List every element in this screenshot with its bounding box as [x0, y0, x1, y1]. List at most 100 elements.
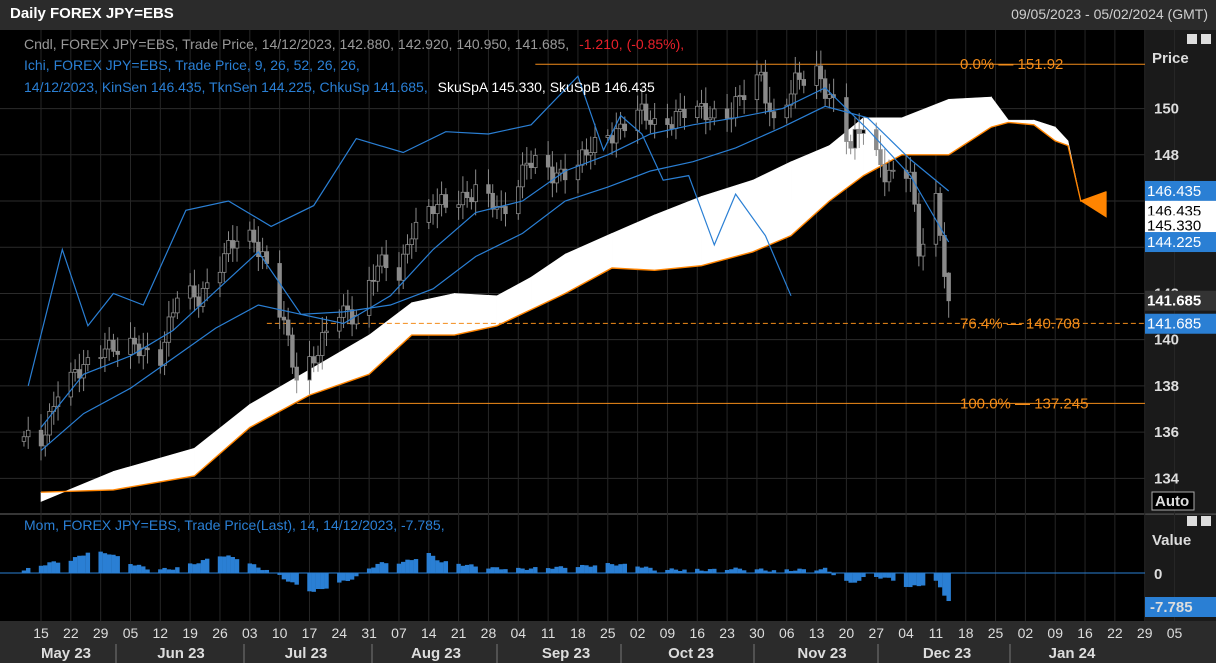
- candle-body: [946, 272, 951, 302]
- candle-body: [222, 253, 227, 273]
- price-close-icon[interactable]: [1201, 34, 1211, 44]
- candle-body: [516, 186, 521, 215]
- candle-body: [874, 129, 879, 151]
- fibonacci-levels[interactable]: 0.0% — 151.92 76.4% — 140.708 100.0% — 137…: [266, 56, 1145, 412]
- candle-body: [337, 316, 342, 332]
- price-axis[interactable]: 134136138140142144146148150146.435146.43…: [1145, 101, 1216, 488]
- candle-body: [695, 105, 700, 119]
- momentum-bar: [763, 570, 768, 573]
- momentum-bar: [315, 573, 321, 590]
- candle-body: [920, 243, 926, 257]
- month-tick-label: Aug 23: [411, 645, 461, 662]
- candle-body: [72, 369, 78, 373]
- candle-body: [162, 341, 167, 366]
- candle-legend-change: -1.210, (-0.85%),: [579, 36, 684, 52]
- momentum-bar: [652, 570, 657, 573]
- price-tag-bg: [1145, 215, 1216, 236]
- candle-body: [801, 79, 806, 86]
- date-axis[interactable]: 15 22 29 05 12 19 26 03 10 17 24 31 07 14 21 28 04 11 18 25…: [33, 625, 1183, 663]
- candle-body: [797, 72, 802, 80]
- day-tick-label: 06: [779, 625, 795, 641]
- day-tick-label: 23: [719, 625, 735, 641]
- candle-body: [226, 240, 231, 255]
- candle-body: [324, 330, 329, 334]
- candle-legend: Cndl, FOREX JPY=EBS, Trade Price, 14/12/…: [24, 36, 684, 52]
- momentum-bar: [754, 569, 760, 573]
- month-tick-label: Jan 24: [1049, 645, 1096, 662]
- candle-body: [856, 128, 862, 134]
- fib-level-label: 100.0% — 137.245: [960, 395, 1088, 412]
- candle-body: [588, 152, 593, 156]
- momentum-bar: [784, 569, 789, 573]
- momentum-bar: [294, 573, 299, 585]
- candle-body: [699, 103, 704, 107]
- momentum-bar: [460, 565, 466, 573]
- momentum-bar: [260, 570, 265, 573]
- momentum-bar: [528, 568, 534, 573]
- mom-restore-icon[interactable]: [1187, 516, 1197, 526]
- day-tick-label: 28: [481, 625, 497, 641]
- candle-body: [375, 265, 380, 282]
- candle-body: [844, 97, 849, 142]
- momentum-bar: [712, 568, 717, 573]
- candle-body: [401, 253, 406, 281]
- momentum-bar: [26, 567, 31, 573]
- candle-body: [712, 108, 717, 119]
- candle-body: [673, 111, 679, 129]
- momentum-bar: [533, 567, 538, 573]
- momentum-bar: [158, 569, 163, 573]
- momentum-bar: [844, 573, 849, 581]
- momentum-bar: [439, 562, 444, 573]
- momentum-bar: [520, 568, 525, 573]
- momentum-bar: [324, 573, 329, 589]
- candle-body: [439, 194, 444, 206]
- candle-body: [562, 168, 568, 181]
- day-tick-label: 22: [63, 625, 79, 641]
- price-panel-buttons: [1187, 34, 1211, 526]
- candle-body: [460, 191, 466, 206]
- price-tag-label: 145.330: [1147, 217, 1201, 234]
- auto-scale-button[interactable]: Auto: [1155, 493, 1189, 510]
- candle-body: [106, 339, 112, 350]
- momentum-bar: [562, 567, 568, 573]
- day-tick-label: 09: [660, 625, 676, 641]
- momentum-bar: [162, 567, 167, 573]
- candle-body: [707, 117, 713, 121]
- candle-body: [430, 206, 436, 215]
- day-tick-label: 25: [600, 625, 616, 641]
- candle-body: [533, 155, 538, 169]
- candle-body: [614, 128, 619, 144]
- price-tick-label: 134: [1154, 470, 1180, 487]
- momentum-bar: [102, 553, 108, 573]
- price-restore-icon[interactable]: [1187, 34, 1197, 44]
- momentum-bar: [635, 566, 640, 573]
- momentum-bar: [256, 567, 261, 573]
- candle-body: [396, 267, 402, 281]
- momentum-bar: [588, 566, 593, 573]
- candle-body: [886, 169, 892, 183]
- momentum-bar: [494, 567, 500, 573]
- momentum-bar: [200, 560, 206, 573]
- momentum-bar: [409, 560, 414, 573]
- candle-body: [47, 410, 52, 436]
- candle-body: [251, 229, 257, 243]
- chart-title: Daily FOREX JPY=EBS: [10, 5, 174, 22]
- price-chart[interactable]: 0.0% — 151.92 76.4% — 140.708 100.0% — 137…: [0, 30, 1216, 663]
- momentum-bar: [822, 567, 828, 573]
- mom-close-icon[interactable]: [1201, 516, 1211, 526]
- senkou-span-b-line: [40, 121, 1107, 493]
- ichimoku-legend-line2: 14/12/2023, KinSen 146.435, TknSen 144.2…: [24, 79, 655, 95]
- momentum-bar: [47, 562, 52, 573]
- momentum-bar: [264, 569, 270, 573]
- candle-body: [315, 355, 321, 364]
- day-tick-label: 02: [1018, 625, 1034, 641]
- momentum-bar: [196, 563, 201, 573]
- candle-body: [524, 162, 530, 166]
- candle-body: [665, 118, 670, 125]
- candle-body: [878, 149, 883, 166]
- candle-body: [81, 364, 86, 379]
- candle-body: [848, 141, 853, 149]
- candle-body: [145, 347, 150, 351]
- date-range[interactable]: 09/05/2023 - 05/02/2024 (GMT): [1011, 6, 1208, 22]
- month-tick-label: Jun 23: [157, 645, 205, 662]
